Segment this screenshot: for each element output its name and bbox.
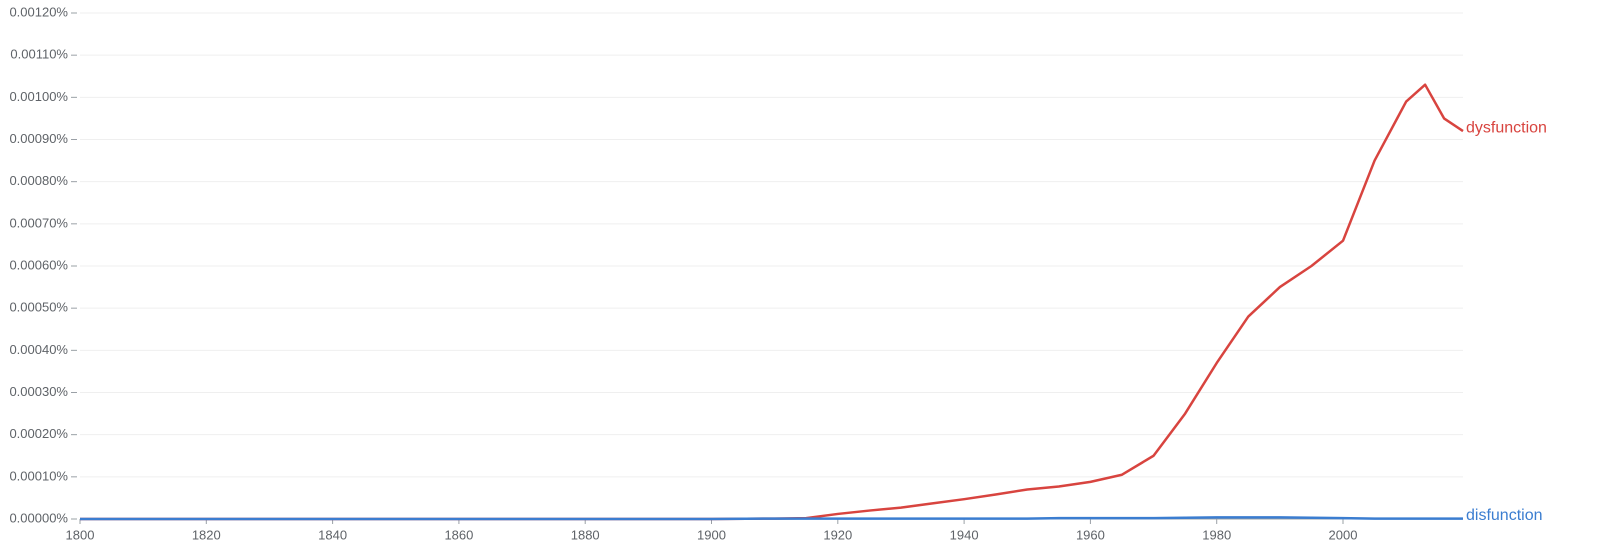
x-tick-label: 1880	[571, 527, 600, 542]
x-tick-label: 1940	[950, 527, 979, 542]
x-tick-label: 1980	[1202, 527, 1231, 542]
y-tick-label: 0.00080%	[9, 173, 68, 188]
y-tick-label: 0.00100%	[9, 89, 68, 104]
x-tick-label: 1840	[318, 527, 347, 542]
series-line	[80, 516, 1463, 521]
x-tick-label: 1920	[823, 527, 852, 542]
y-tick-label: 0.00040%	[9, 342, 68, 357]
x-tick-label: 1820	[192, 527, 221, 542]
x-tick-label: 1900	[697, 527, 726, 542]
y-tick-label: 0.00120%	[9, 4, 68, 19]
y-tick-label: 0.00070%	[9, 215, 68, 230]
y-tick-label: 0.00010%	[9, 468, 68, 483]
y-tick-label: 0.00110%	[10, 47, 68, 62]
x-tick-label: 1960	[1076, 527, 1105, 542]
y-tick-label: 0.00030%	[9, 384, 68, 399]
x-tick-label: 1800	[66, 527, 95, 542]
series-line	[80, 83, 1464, 521]
y-tick-label: 0.00090%	[9, 131, 68, 146]
y-tick-label: 0.00000%	[9, 510, 68, 525]
y-tick-label: 0.00020%	[9, 426, 68, 441]
series-label: dysfunction	[1466, 119, 1547, 136]
x-tick-label: 2000	[1329, 527, 1358, 542]
x-tick-label: 1860	[444, 527, 473, 542]
y-tick-label: 0.00050%	[9, 300, 68, 315]
y-tick-label: 0.00060%	[9, 257, 68, 272]
series-label: disfunction	[1466, 507, 1543, 524]
